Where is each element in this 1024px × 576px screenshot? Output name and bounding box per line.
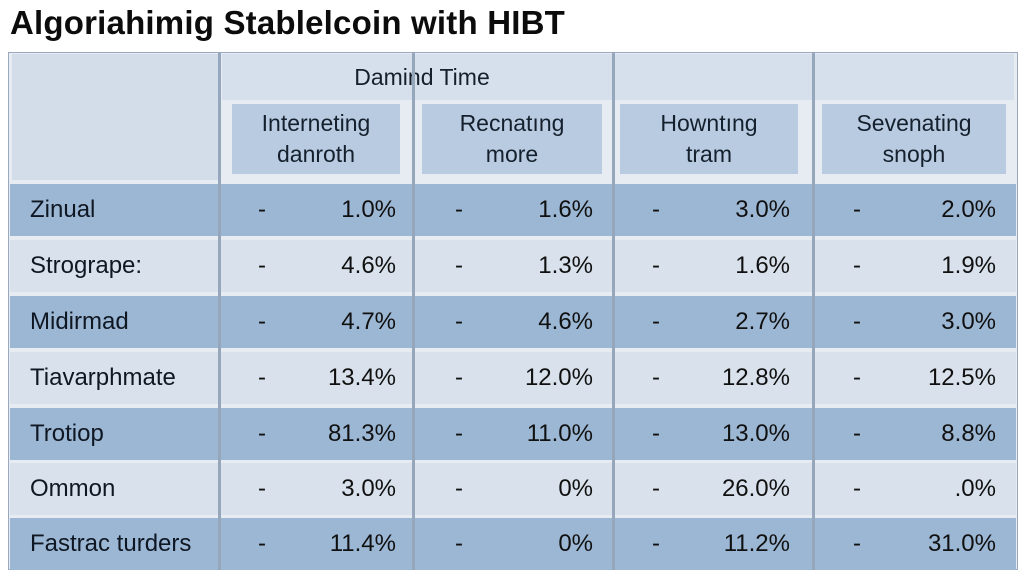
table-stub-header — [12, 54, 218, 180]
table-cell: 11.0% — [526, 420, 593, 447]
column-header-1: Interneting danroth — [232, 104, 400, 174]
dash-marker: - — [258, 475, 266, 502]
row-label: Fastrac turders — [30, 530, 192, 557]
dash-marker: - — [652, 364, 660, 391]
table-cell: 11.4% — [329, 530, 396, 557]
column-header-4: Sevenating snoph — [822, 104, 1006, 174]
table-row: Strogrape: — [10, 240, 1016, 292]
dash-marker: - — [455, 530, 463, 557]
table-cell: 4.6% — [538, 308, 593, 335]
table-cell: 3.0% — [941, 308, 996, 335]
dash-marker: - — [652, 196, 660, 223]
dash-marker: - — [853, 420, 861, 447]
table-cell: .0% — [954, 475, 996, 502]
row-label: Zinual — [30, 196, 96, 223]
row-label: Trotiop — [30, 420, 104, 447]
table-cell: 2.7% — [735, 308, 790, 335]
dash-marker: - — [258, 530, 266, 557]
table-cell: 3.0% — [735, 196, 790, 223]
table-row: Tiavarphmate — [10, 352, 1016, 404]
table-cell: 31.0% — [927, 530, 996, 557]
column-header-3: Howntıng tram — [620, 104, 798, 174]
dash-marker: - — [652, 530, 660, 557]
group-header-band — [222, 54, 1014, 100]
dash-marker: - — [455, 420, 463, 447]
table-cell: 1.6% — [538, 196, 593, 223]
dash-marker: - — [455, 308, 463, 335]
row-label: Tiavarphmate — [30, 364, 176, 391]
column-divider — [812, 52, 815, 570]
table-cell: 2.0% — [941, 196, 996, 223]
dash-marker: - — [853, 364, 861, 391]
dash-marker: - — [853, 196, 861, 223]
table-cell: 26.0% — [721, 475, 790, 502]
dash-marker: - — [258, 308, 266, 335]
group-header-label: Damind Time — [354, 64, 490, 90]
dash-marker: - — [853, 530, 861, 557]
dash-marker: - — [258, 364, 266, 391]
dash-marker: - — [853, 475, 861, 502]
table-row: Fastrac turders — [10, 518, 1016, 570]
table-cell: 4.7% — [341, 308, 396, 335]
table-cell: 81.3% — [327, 420, 396, 447]
table-cell: 12.5% — [927, 364, 996, 391]
dash-marker: - — [652, 420, 660, 447]
row-label: Midirmad — [30, 308, 129, 335]
table-cell: 3.0% — [341, 475, 396, 502]
dash-marker: - — [455, 475, 463, 502]
dash-marker: - — [258, 196, 266, 223]
dash-marker: - — [258, 252, 266, 279]
table-cell: 0% — [558, 530, 593, 557]
table-cell: 1.0% — [341, 196, 396, 223]
column-divider — [612, 52, 615, 570]
dash-marker: - — [652, 252, 660, 279]
table-title: Algoriahimig Stablelcoin with HIBT — [10, 4, 565, 41]
table-cell: 0% — [558, 475, 593, 502]
table-cell: 1.3% — [538, 252, 593, 279]
table-row: Midirmad — [10, 296, 1016, 348]
dash-marker: - — [652, 308, 660, 335]
dash-marker: - — [455, 364, 463, 391]
table-cell: 13.4% — [327, 364, 396, 391]
dash-marker: - — [455, 196, 463, 223]
table-cell: 13.0% — [721, 420, 790, 447]
dash-marker: - — [853, 252, 861, 279]
dash-marker: - — [455, 252, 463, 279]
table-cell: 1.6% — [735, 252, 790, 279]
table-row: Ommon — [10, 463, 1016, 515]
table-cell: 11.2% — [723, 530, 790, 557]
column-divider — [218, 52, 221, 570]
table-cell: 12.8% — [721, 364, 790, 391]
dash-marker: - — [258, 420, 266, 447]
table-cell: 1.9% — [941, 252, 996, 279]
column-header-2: Recnatıng more — [422, 104, 602, 174]
table-row: Zinual — [10, 184, 1016, 236]
row-label: Ommon — [30, 475, 116, 502]
table-cell: 12.0% — [524, 364, 593, 391]
table-cell: 4.6% — [341, 252, 396, 279]
row-label: Strogrape: — [30, 252, 143, 279]
table-row: Trotiop — [10, 408, 1016, 460]
dash-marker: - — [853, 308, 861, 335]
dash-marker: - — [652, 475, 660, 502]
column-divider — [412, 52, 415, 570]
table-cell: 8.8% — [941, 420, 996, 447]
